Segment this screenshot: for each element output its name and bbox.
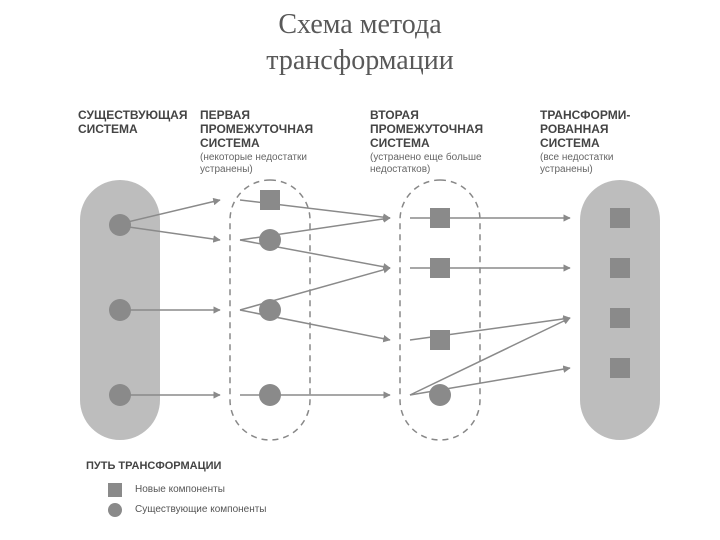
node-circle-0-0	[109, 214, 131, 236]
column-header-2: ВТОРАЯПРОМЕЖУТОЧНАЯСИСТЕМА	[370, 108, 530, 150]
node-circle-0-2	[109, 384, 131, 406]
column-subtext-1: (некоторые недостаткиустранены)	[200, 152, 350, 176]
path-label: ПУТЬ ТРАНСФОРМАЦИИ	[86, 460, 221, 472]
legend-existing-components: Существующие компоненты	[135, 504, 267, 515]
node-circle-1-3	[259, 384, 281, 406]
legend-new-components: Новые компоненты	[135, 484, 225, 495]
legend-circle-icon	[108, 503, 122, 517]
node-square-3-0	[610, 208, 630, 228]
node-circle-2-3	[429, 384, 451, 406]
node-square-3-2	[610, 308, 630, 328]
column-header-0: СУЩЕСТВУЮЩАЯСИСТЕМА	[78, 108, 198, 136]
node-square-1-0	[260, 190, 280, 210]
legend-square-icon	[108, 483, 122, 497]
node-square-2-2	[430, 330, 450, 350]
column-subtext-2: (устранено еще большенедостатков)	[370, 152, 530, 176]
node-square-3-3	[610, 358, 630, 378]
node-circle-1-1	[259, 229, 281, 251]
node-circle-0-1	[109, 299, 131, 321]
column-header-1: ПЕРВАЯПРОМЕЖУТОЧНАЯСИСТЕМА	[200, 108, 350, 150]
node-square-2-1	[430, 258, 450, 278]
node-square-2-0	[430, 208, 450, 228]
diagram-canvas	[0, 0, 720, 540]
node-square-3-1	[610, 258, 630, 278]
column-subtext-3: (все недостаткиустранены)	[540, 152, 680, 176]
column-header-3: ТРАНСФОРМИ-РОВАННАЯСИСТЕМА	[540, 108, 680, 150]
node-circle-1-2	[259, 299, 281, 321]
